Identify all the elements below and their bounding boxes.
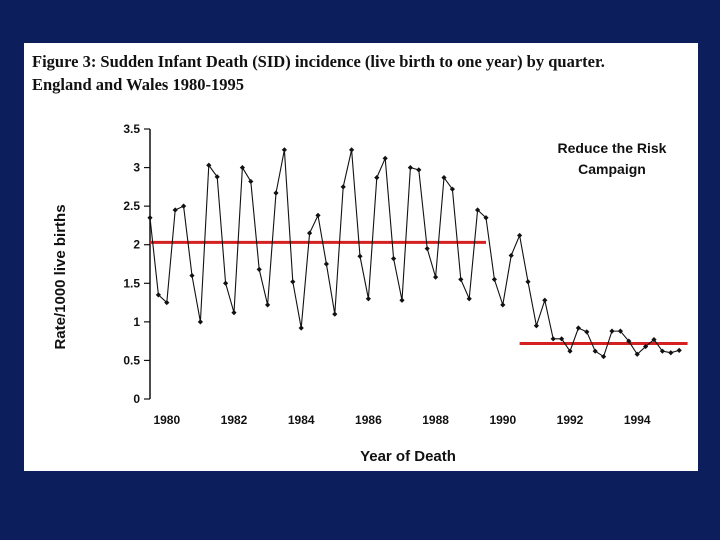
data-point: [601, 353, 607, 360]
y-tick-label: 1.5: [123, 276, 140, 290]
y-tick-label: 0: [133, 392, 140, 406]
y-tick-label: 2: [133, 238, 140, 252]
data-point: [676, 347, 682, 353]
data-point: [239, 164, 245, 171]
data-point: [609, 328, 615, 334]
data-point: [365, 296, 371, 302]
reference-lines: [150, 240, 688, 345]
data-point: [500, 302, 506, 308]
data-point: [206, 162, 212, 168]
data-point: [424, 245, 430, 252]
y-axis-title: Rate/1000 live births: [52, 204, 69, 349]
x-tick-label: 1984: [288, 413, 315, 427]
data-point: [265, 302, 271, 308]
data-point: [349, 147, 355, 153]
data-point: [391, 256, 397, 262]
data-point: [483, 215, 489, 221]
data-point: [659, 348, 665, 354]
data-point: [491, 276, 497, 283]
x-tick-label: 1990: [489, 413, 516, 427]
series-line: [149, 149, 680, 358]
data-point: [197, 319, 203, 325]
data-point: [626, 338, 632, 344]
figure-title-line-2: England and Wales 1980-1995: [32, 75, 244, 94]
data-point: [433, 274, 439, 280]
y-tick-label: 3.5: [123, 122, 140, 136]
y-tick-label: 3: [133, 161, 140, 175]
data-point: [458, 276, 464, 283]
data-point: [542, 297, 548, 303]
x-tick-label: 1982: [221, 413, 248, 427]
annotation-line-1: Reduce the Risk: [558, 140, 667, 156]
data-point: [248, 178, 254, 185]
data-point: [508, 252, 514, 259]
data-point: [651, 337, 657, 343]
data-point: [525, 279, 531, 285]
data-point: [256, 266, 262, 272]
data-point: [147, 215, 153, 221]
x-tick-label: 1988: [422, 413, 449, 427]
x-tick-label: 1992: [557, 413, 584, 427]
data-point: [357, 253, 363, 259]
data-point: [475, 207, 481, 213]
data-point: [668, 350, 674, 356]
data-point: [441, 175, 447, 181]
data-point: [399, 297, 405, 303]
data-point: [290, 279, 296, 285]
figure-panel: Figure 3: Sudden Infant Death (SID) inci…: [24, 43, 698, 471]
data-point: [416, 167, 422, 173]
x-tick-label: 1994: [624, 413, 651, 427]
data-point: [382, 155, 388, 161]
x-tick-label: 1986: [355, 413, 382, 427]
data-point: [550, 336, 556, 342]
data-point: [281, 147, 287, 153]
series-group: [147, 147, 682, 360]
data-point: [517, 232, 523, 239]
data-point: [164, 299, 170, 306]
data-point: [575, 325, 581, 331]
sid-incidence-chart: 0 0.5 1 1.5 2 2.5 3 3.5 1980 1982 1984 1986 1988 199…: [52, 122, 688, 465]
data-point: [592, 348, 598, 354]
y-tick-label: 0.5: [123, 353, 140, 367]
data-point: [223, 280, 229, 286]
data-point: [617, 328, 623, 334]
data-point: [315, 212, 321, 218]
data-point: [323, 261, 329, 267]
x-axis-ticks: 1980 1982 1984 1986 1988 1990 1992 1994: [153, 413, 650, 427]
y-axis-ticks: 0 0.5 1 1.5 2 2.5 3 3.5: [123, 122, 150, 406]
data-point: [567, 348, 573, 354]
data-point: [172, 207, 178, 213]
data-point: [307, 230, 313, 236]
data-point: [231, 310, 237, 316]
data-point: [340, 184, 346, 190]
data-point: [214, 174, 220, 180]
data-point: [466, 296, 472, 302]
x-axis-title: Year of Death: [360, 448, 456, 465]
data-point: [643, 343, 649, 350]
data-point: [407, 164, 413, 171]
data-point: [181, 203, 187, 209]
data-point: [374, 175, 380, 181]
y-tick-label: 1: [133, 315, 140, 329]
data-point: [533, 323, 539, 329]
figure-title-line-1: Figure 3: Sudden Infant Death (SID) inci…: [32, 52, 605, 71]
x-tick-label: 1980: [153, 413, 180, 427]
data-point: [298, 325, 304, 331]
y-tick-label: 2.5: [123, 199, 140, 213]
data-point: [449, 186, 455, 192]
annotation-line-2: Campaign: [578, 161, 646, 177]
data-point: [189, 272, 195, 279]
data-point: [634, 351, 640, 357]
data-point: [332, 311, 338, 317]
data-point: [584, 329, 590, 335]
data-point: [273, 190, 279, 196]
data-point: [559, 336, 565, 342]
